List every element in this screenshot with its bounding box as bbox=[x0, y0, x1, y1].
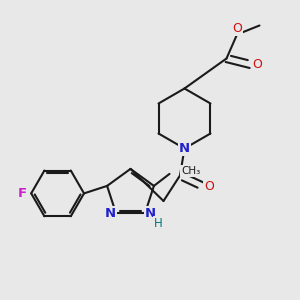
Text: H: H bbox=[154, 217, 163, 230]
Text: N: N bbox=[105, 207, 116, 220]
Text: F: F bbox=[18, 187, 27, 200]
Text: O: O bbox=[204, 179, 214, 193]
Text: N: N bbox=[145, 207, 156, 220]
Text: N: N bbox=[179, 142, 190, 155]
Text: CH₃: CH₃ bbox=[181, 166, 200, 176]
Text: O: O bbox=[232, 22, 242, 35]
Text: O: O bbox=[252, 58, 262, 71]
